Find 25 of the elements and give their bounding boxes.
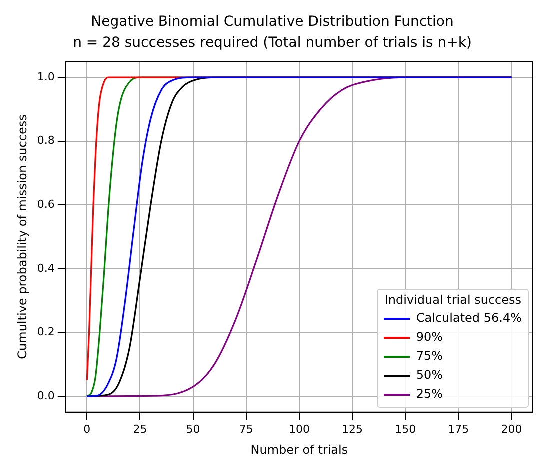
x-tick-label: 125 <box>342 422 364 436</box>
legend-label: 75% <box>416 348 444 366</box>
y-tick-label: 0.4 <box>37 262 55 275</box>
legend-label: Calculated 56.4% <box>416 310 522 328</box>
x-axis-title: Number of trials <box>250 442 348 457</box>
legend-label: 50% <box>416 367 444 384</box>
x-tick-label: 100 <box>288 422 310 436</box>
x-tick-label: 150 <box>395 422 416 436</box>
y-tick-label: 0.0 <box>37 389 55 402</box>
x-tick-label: 175 <box>448 422 470 436</box>
chart-title: Negative Binomial Cumulative Distribution Function <box>91 14 454 30</box>
x-tick-label: 50 <box>186 422 200 436</box>
y-tick-label: 0.2 <box>37 326 55 339</box>
legend-title: Individual trial success <box>384 293 522 308</box>
y-tick-label: 0.8 <box>37 134 55 148</box>
x-tick-label: 200 <box>501 422 522 436</box>
y-tick-label: 1.0 <box>37 70 55 84</box>
x-tick-label: 25 <box>133 422 148 436</box>
y-axis-title: Cumultive probability of mission success <box>15 114 30 360</box>
legend-label: 25% <box>416 386 444 404</box>
chart-subtitle: n = 28 successes required (Total number of trials is n+k) <box>73 34 472 51</box>
x-tick-label: 0 <box>84 422 91 436</box>
x-tick-label: 75 <box>239 422 254 436</box>
legend-label: 90% <box>416 329 444 346</box>
y-tick-label: 0.6 <box>37 198 55 211</box>
